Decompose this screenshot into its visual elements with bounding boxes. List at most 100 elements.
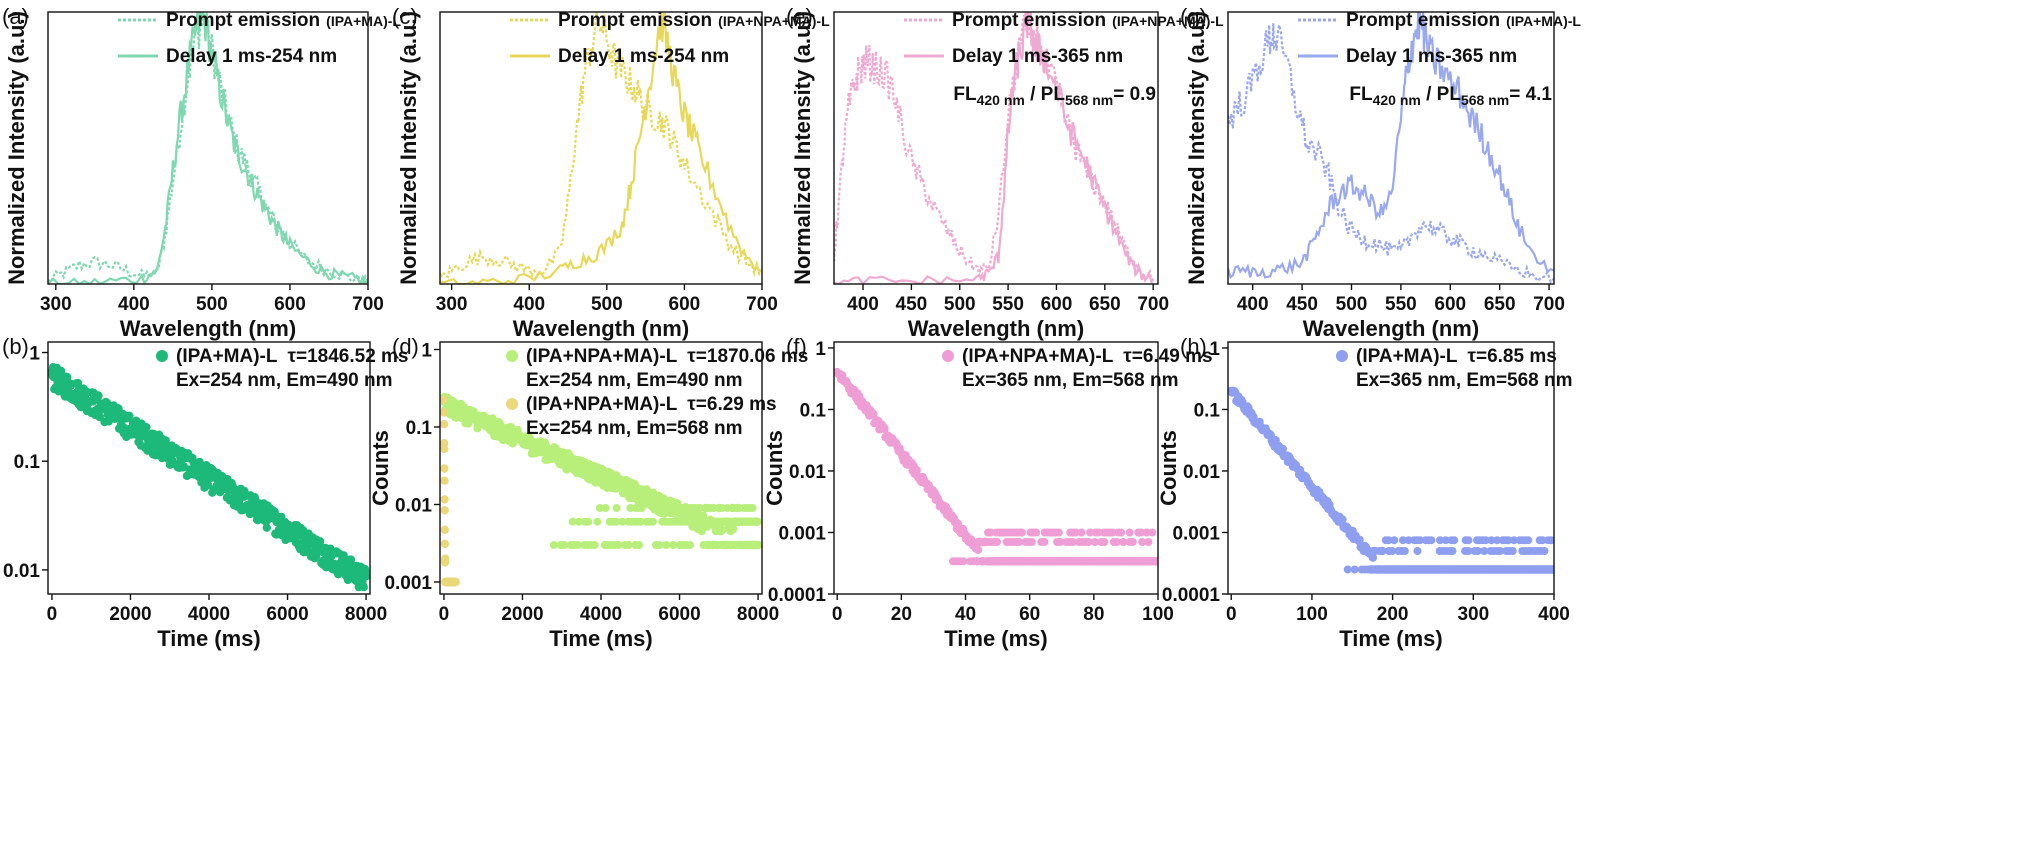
axes-frame xyxy=(1227,11,1555,285)
baseline-point xyxy=(1466,565,1475,574)
plot-area xyxy=(834,367,1158,566)
legend-conditions: Ex=254 nm, Em=490 nm xyxy=(526,370,743,391)
legend-entry: Delay 1 ms-254 nm xyxy=(166,46,337,67)
x-axis-label: Wavelength (nm) xyxy=(1303,316,1479,341)
legend-marker xyxy=(1336,350,1348,362)
baseline-point xyxy=(1063,557,1072,566)
baseline-point xyxy=(1054,528,1063,537)
baseline-point xyxy=(718,504,726,512)
x-tick-label: 200 xyxy=(1377,604,1409,625)
baseline-point xyxy=(1511,565,1520,574)
baseline-point xyxy=(265,628,273,636)
baseline-point xyxy=(285,647,293,655)
legend-name: (IPA+NPA+MA)-L xyxy=(962,346,1114,367)
baseline-point xyxy=(1480,547,1489,555)
baseline-point xyxy=(1455,565,1464,574)
baseline-point xyxy=(293,628,301,636)
plot-area xyxy=(1228,386,1554,574)
baseline-point xyxy=(1015,557,1023,566)
baseline-point xyxy=(1049,557,1058,566)
panel-h: (h) 0 100 200 300 400 0.0001 0.001 0.01 0.1 1 Time … xyxy=(1156,334,1573,651)
baseline-point xyxy=(347,647,355,655)
legend-name: Prompt emission xyxy=(166,10,320,31)
baseline-point xyxy=(334,628,342,636)
y-tick-label: 1 xyxy=(1209,339,1220,360)
y-tick-label: 0.1 xyxy=(406,418,433,439)
legend-entry: (IPA+MA)-L τ=6.85 ms xyxy=(1356,346,1557,367)
baseline-point xyxy=(335,680,343,688)
baseline-point xyxy=(296,628,304,636)
data-point xyxy=(361,572,370,581)
baseline-point xyxy=(168,680,176,688)
series-line-delay xyxy=(48,12,368,284)
baseline-point xyxy=(308,680,316,688)
baseline-point xyxy=(1524,536,1533,545)
x-tick-label: 600 xyxy=(1041,294,1073,315)
baseline-point xyxy=(1538,536,1547,545)
baseline-point xyxy=(270,680,278,688)
baseline-point xyxy=(161,680,169,688)
baseline-point xyxy=(353,647,361,655)
baseline-point xyxy=(1441,565,1450,574)
legend-tau: τ=1870.06 ms xyxy=(687,346,808,367)
baseline-point xyxy=(1508,547,1517,555)
legend-suffix: (IPA+NPA+MA)-L xyxy=(1112,13,1224,29)
y-axis-label: Counts xyxy=(762,430,787,506)
baseline-point xyxy=(686,541,694,549)
plot-area xyxy=(834,12,1155,284)
baseline-point xyxy=(328,680,336,688)
baseline-point xyxy=(273,628,281,636)
baseline-point xyxy=(974,538,983,546)
legend-name: (IPA+NPA+MA)-L xyxy=(526,394,678,415)
baseline-point xyxy=(1473,547,1482,555)
legend-entry: Prompt emission (IPA+NPA+MA)-L xyxy=(952,10,1224,31)
ratio-prefix: FL xyxy=(1349,84,1373,105)
series-line-delay xyxy=(440,12,762,284)
baseline-point xyxy=(1004,557,1013,566)
x-axis-label: Time (ms) xyxy=(549,626,653,651)
ratio-annotation: FL420 nm / PL568 nm= 4.1 xyxy=(1349,84,1552,108)
x-tick-label: 0 xyxy=(832,604,843,625)
baseline-point xyxy=(637,504,646,512)
baseline-point xyxy=(337,647,345,655)
baseline-point xyxy=(304,628,312,636)
x-tick-label: 400 xyxy=(118,294,150,315)
baseline-point xyxy=(1090,538,1099,546)
baseline-point xyxy=(1071,528,1080,537)
baseline-point xyxy=(747,541,756,549)
baseline-point xyxy=(1378,547,1387,555)
y-axis-label: Normalized Intensity (a.u.) xyxy=(4,11,29,285)
baseline-point xyxy=(266,647,274,655)
x-tick-label: 400 xyxy=(1237,294,1269,315)
legend-conditions: Ex=365 nm, Em=568 nm xyxy=(962,370,1179,391)
baseline-point xyxy=(1108,528,1117,537)
series-line-prompt xyxy=(1228,23,1554,284)
x-tick-label: 0 xyxy=(47,604,58,625)
baseline-point xyxy=(1128,538,1137,546)
baseline-point xyxy=(669,541,677,549)
legend-name: (IPA+MA)-L xyxy=(1356,346,1458,367)
baseline-point xyxy=(340,647,348,655)
baseline-point xyxy=(343,628,351,636)
baseline-point xyxy=(1094,528,1103,537)
x-tick-label: 450 xyxy=(896,294,928,315)
baseline-point xyxy=(1441,536,1450,545)
y-tick-label: 0.01 xyxy=(789,462,826,483)
legend-suffix: (IPA+MA)-L xyxy=(326,13,401,29)
x-tick-label: 2000 xyxy=(501,604,543,625)
y-tick-label: 1 xyxy=(815,339,826,360)
baseline-point xyxy=(219,680,227,688)
legend-entry: (IPA+NPA+MA)-L τ=1870.06 ms xyxy=(526,346,808,367)
baseline-point xyxy=(1416,536,1424,545)
x-axis-label: Time (ms) xyxy=(157,626,261,651)
x-tick-label: 600 xyxy=(669,294,701,315)
panel-c: (c) 300 400 500 600 700 Wavelength (nm) Normali… xyxy=(392,4,830,341)
x-axis-label: Time (ms) xyxy=(1339,626,1443,651)
ratio-sub1: 420 nm xyxy=(1373,92,1421,108)
baseline-point xyxy=(209,680,217,688)
x-tick-label: 700 xyxy=(352,294,384,315)
x-tick-label: 400 xyxy=(847,294,879,315)
baseline-point xyxy=(964,538,973,546)
baseline-point xyxy=(1077,528,1086,537)
y-tick-label: 0.1 xyxy=(14,452,41,473)
